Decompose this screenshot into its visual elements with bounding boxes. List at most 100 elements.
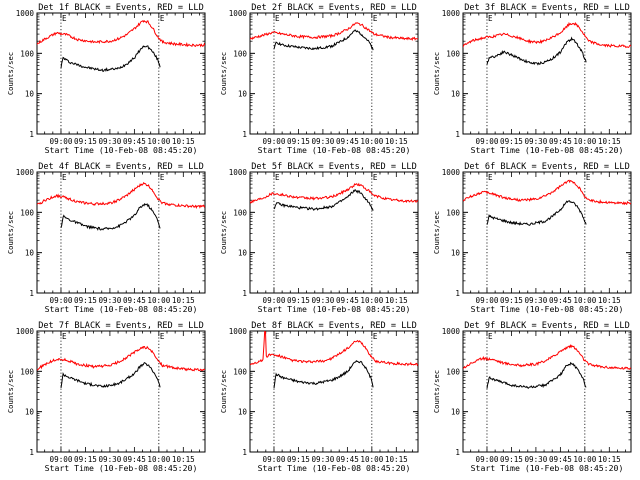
x-tick-label: 09:15 [74, 137, 97, 146]
marker-label-2: E [586, 14, 591, 23]
x-tick-label: 09:30 [98, 455, 121, 464]
x-tick-label: 10:15 [385, 296, 408, 305]
panel-title: Det 1f BLACK = Events, RED = LLD [38, 3, 204, 13]
x-tick-label: 09:30 [98, 296, 121, 305]
marker-label-2: E [373, 173, 378, 182]
y-tick-label: 1000 [229, 9, 248, 18]
y-tick-label: 1 [29, 448, 34, 457]
y-tick-label: 1 [29, 130, 34, 139]
y-tick-label: 1000 [442, 9, 461, 18]
x-tick-label: 09:30 [311, 455, 334, 464]
x-tick-label: 09:15 [287, 296, 310, 305]
x-tick-label: 09:00 [263, 296, 286, 305]
y-tick-label: 10 [238, 408, 248, 417]
y-tick-label: 1000 [16, 9, 35, 18]
plot-frame [36, 330, 206, 453]
panel-title: Det 2f BLACK = Events, RED = LLD [251, 3, 417, 13]
series-lld-line [463, 21, 631, 49]
plot-frame [36, 171, 206, 294]
x-tick-label: 10:15 [172, 296, 195, 305]
y-tick-label: 1000 [229, 168, 248, 177]
y-tick-label: 1 [455, 289, 460, 298]
plot-frame [249, 171, 419, 294]
x-tick-label: 09:45 [336, 455, 359, 464]
x-tick-label: 10:00 [147, 296, 170, 305]
panel-title: Det 3f BLACK = Events, RED = LLD [464, 3, 630, 13]
y-tick-label: 1 [29, 289, 34, 298]
x-tick-label: 09:15 [74, 455, 97, 464]
x-tick-label: 10:00 [360, 455, 383, 464]
series-events-line [486, 361, 587, 390]
y-tick-label: 100 [20, 208, 34, 217]
x-tick-label: 10:00 [147, 137, 170, 146]
x-tick-label: 09:15 [74, 296, 97, 305]
y-tick-label: 1 [242, 130, 247, 139]
y-tick-label: 100 [446, 208, 460, 217]
x-tick-label: 10:15 [172, 455, 195, 464]
x-tick-label: 10:00 [147, 455, 170, 464]
x-axis-label: Start Time (10-Feb-08 08:45:20) [45, 463, 198, 473]
y-axis-label: Counts/sec [432, 211, 441, 254]
y-tick-label: 100 [233, 49, 247, 58]
x-axis-label: Start Time (10-Feb-08 08:45:20) [45, 304, 198, 314]
marker-label-1: E [62, 173, 67, 182]
x-tick-label: 09:00 [476, 296, 499, 305]
marker-label-1: E [275, 14, 280, 23]
y-axis-label: Counts/sec [432, 370, 441, 413]
y-axis-label: Counts/sec [219, 211, 228, 254]
y-tick-label: 1000 [16, 327, 35, 336]
series-lld-line [250, 22, 418, 41]
marker-label-2: E [160, 173, 165, 182]
marker-label-2: E [373, 332, 378, 341]
x-axis-label: Start Time (10-Feb-08 08:45:20) [471, 463, 624, 473]
y-tick-label: 100 [233, 208, 247, 217]
x-tick-label: 09:15 [287, 137, 310, 146]
series-lld-line [250, 182, 418, 204]
x-tick-label: 09:30 [524, 455, 547, 464]
plot-frame [462, 171, 632, 294]
y-tick-label: 10 [451, 90, 461, 99]
marker-label-2: E [160, 332, 165, 341]
x-tick-label: 10:15 [172, 137, 195, 146]
y-tick-label: 100 [446, 49, 460, 58]
panel-title: Det 6f BLACK = Events, RED = LLD [464, 162, 630, 172]
marker-label-1: E [275, 173, 280, 182]
x-axis-label: Start Time (10-Feb-08 08:45:20) [45, 145, 198, 155]
y-tick-label: 1 [242, 448, 247, 457]
plot-frame [249, 330, 419, 453]
x-tick-label: 10:00 [573, 296, 596, 305]
series-lld-line [463, 179, 631, 206]
x-tick-label: 09:45 [549, 137, 572, 146]
y-axis-label: Counts/sec [219, 370, 228, 413]
y-tick-label: 10 [238, 249, 248, 258]
panel-title: Det 7f BLACK = Events, RED = LLD [38, 321, 204, 331]
plot-frame [462, 330, 632, 453]
series-lld-line [250, 331, 418, 367]
marker-label-1: E [488, 173, 493, 182]
marker-label-2: E [586, 332, 591, 341]
plot-frame [249, 12, 419, 135]
panel-title: Det 4f BLACK = Events, RED = LLD [38, 162, 204, 172]
x-tick-label: 09:00 [263, 455, 286, 464]
marker-label-2: E [160, 14, 165, 23]
y-tick-label: 10 [25, 408, 35, 417]
panel-title: Det 8f BLACK = Events, RED = LLD [251, 321, 417, 331]
y-tick-label: 10 [25, 249, 35, 258]
x-axis-label: Start Time (10-Feb-08 08:45:20) [471, 304, 624, 314]
marker-label-1: E [62, 14, 67, 23]
x-tick-label: 10:15 [598, 137, 621, 146]
x-tick-label: 09:30 [98, 137, 121, 146]
y-tick-label: 1 [455, 130, 460, 139]
series-events-line [60, 45, 161, 73]
x-tick-label: 09:15 [500, 137, 523, 146]
y-tick-label: 10 [25, 90, 35, 99]
x-tick-label: 09:45 [549, 296, 572, 305]
x-tick-label: 09:00 [263, 137, 286, 146]
